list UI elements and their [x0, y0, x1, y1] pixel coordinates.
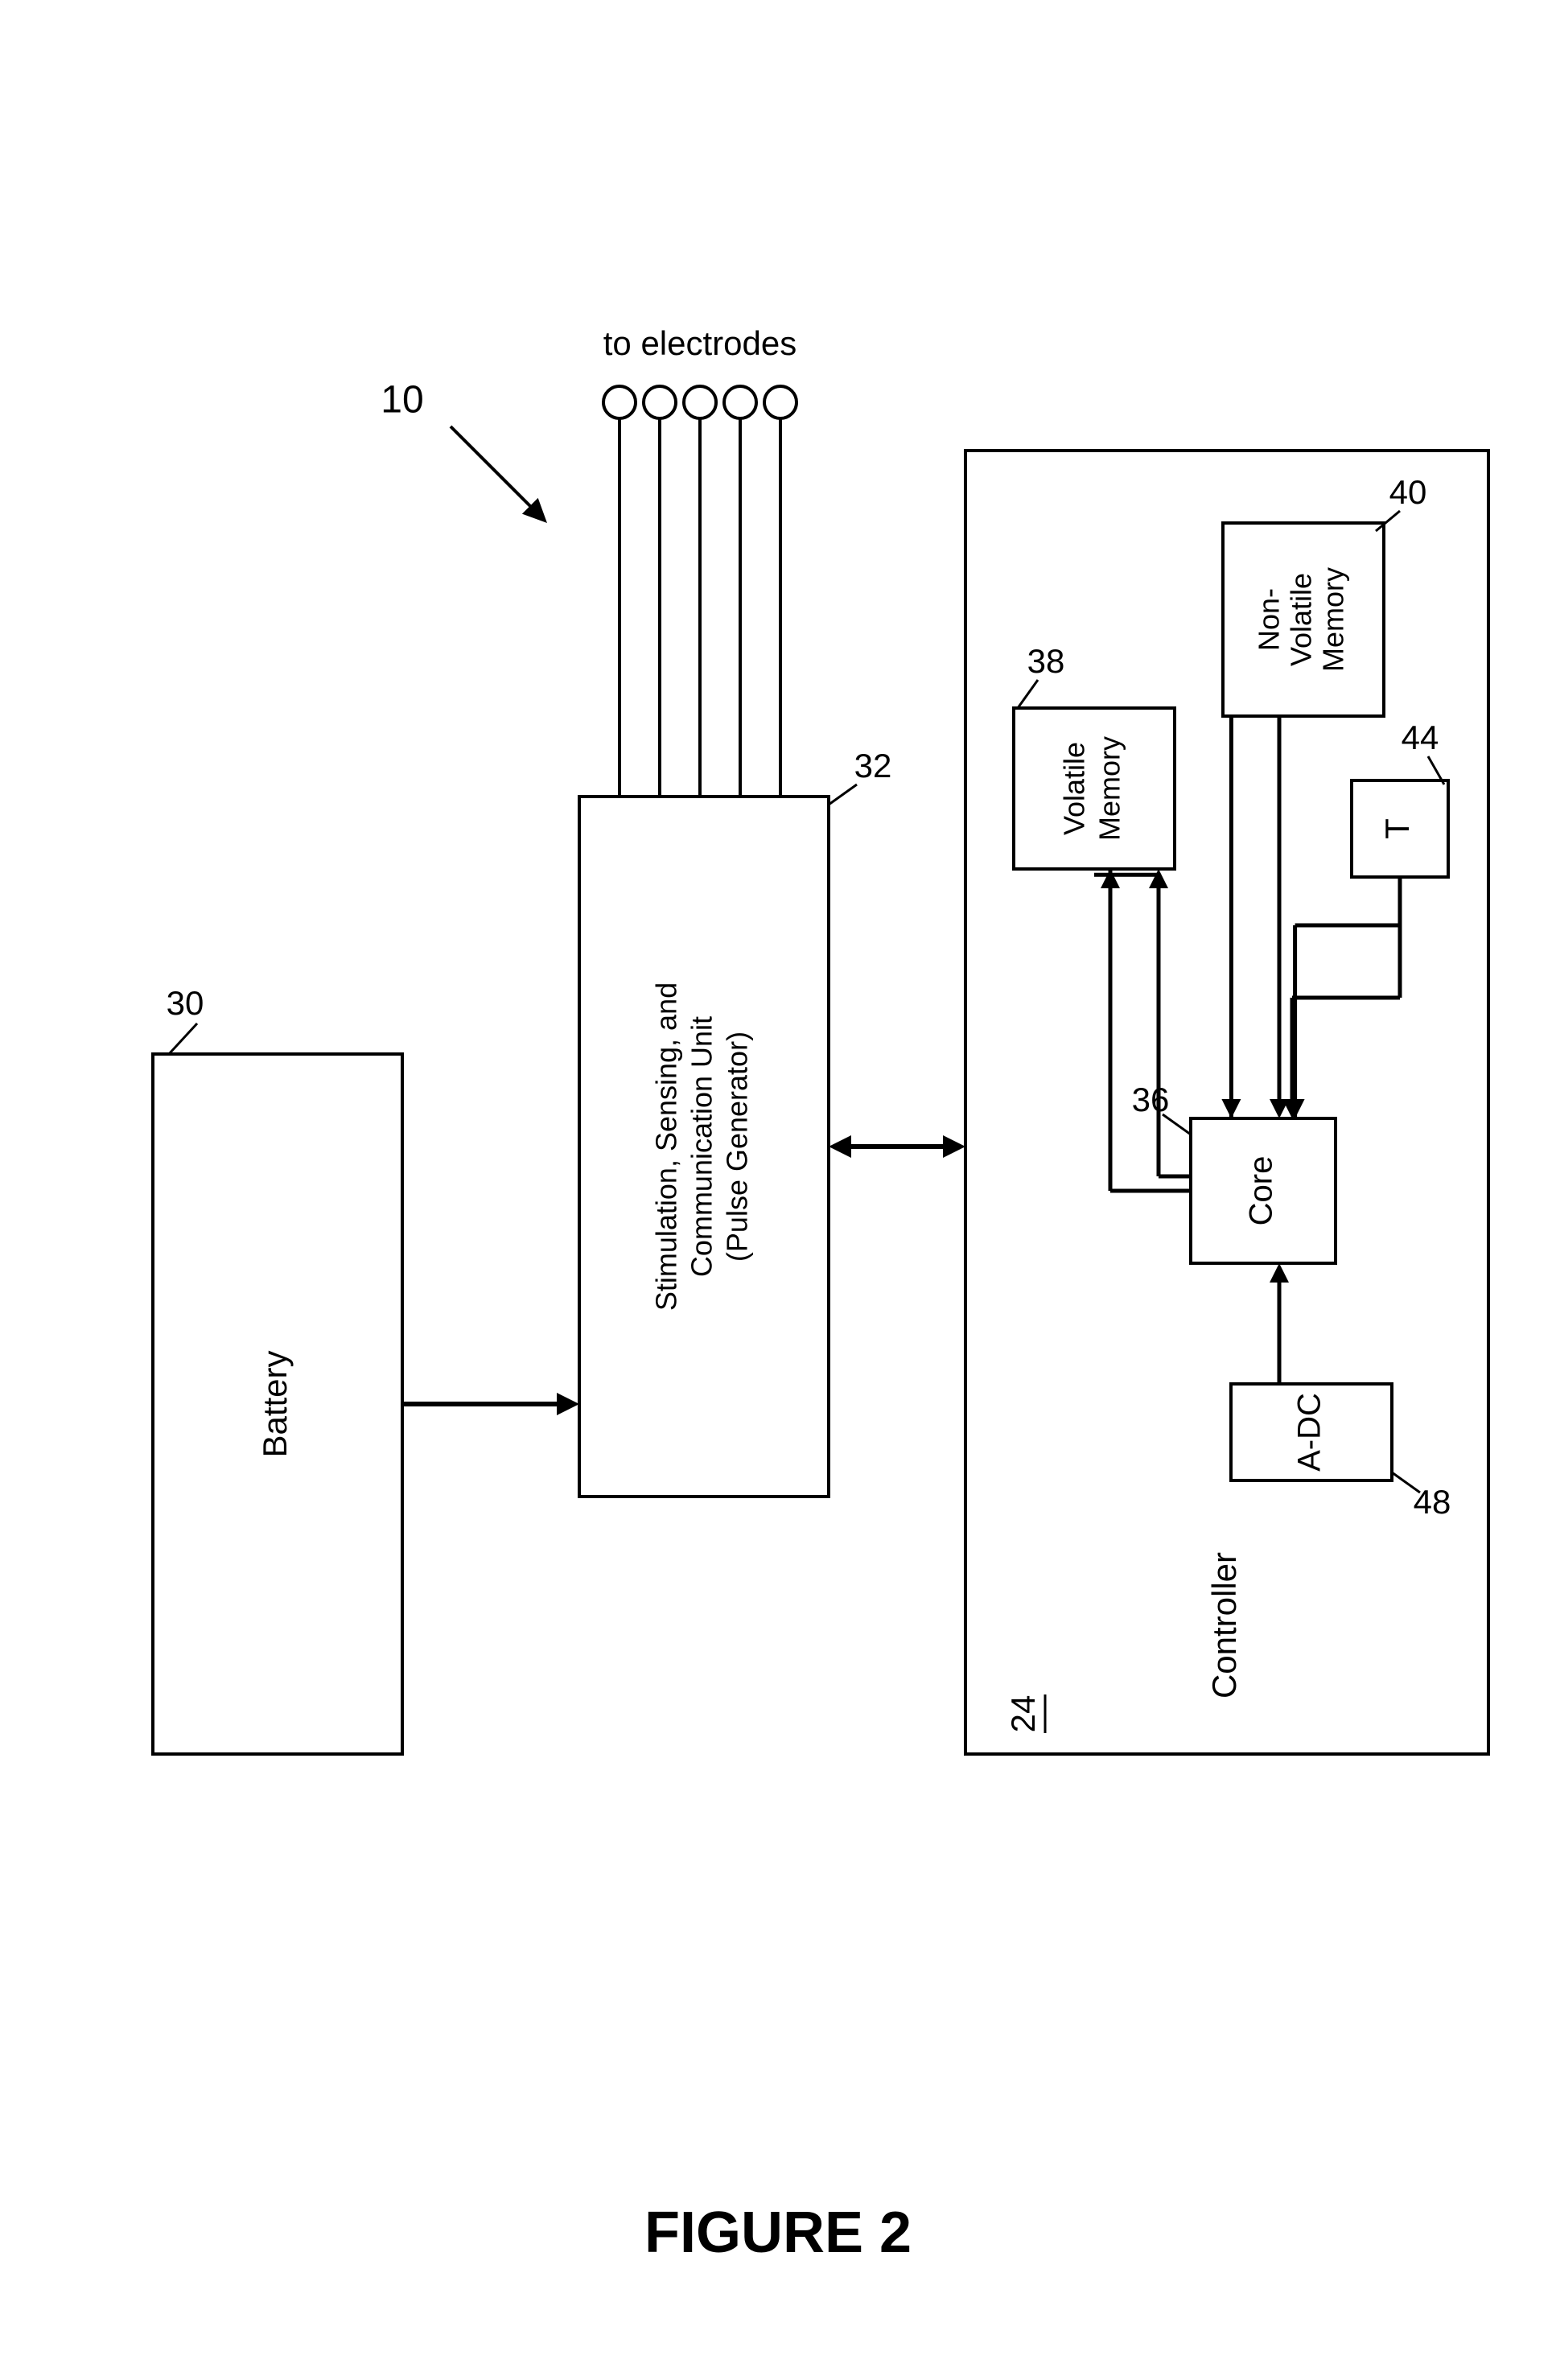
svg-text:30: 30	[167, 984, 204, 1022]
svg-text:Controller: Controller	[1205, 1552, 1243, 1699]
svg-text:T: T	[1378, 818, 1416, 839]
svg-text:Volatile: Volatile	[1058, 742, 1091, 835]
svg-text:44: 44	[1402, 719, 1439, 756]
pulse-gen-label: Communication Unit	[685, 1016, 718, 1277]
pulse-gen-label: (Pulse Generator)	[721, 1031, 754, 1262]
svg-text:32: 32	[854, 747, 892, 784]
svg-text:40: 40	[1389, 473, 1427, 511]
pulse-gen-label: Stimulation, Sensing, and	[650, 982, 683, 1311]
svg-text:Memory: Memory	[1317, 567, 1350, 672]
svg-text:48: 48	[1414, 1483, 1451, 1521]
svg-text:36: 36	[1132, 1081, 1170, 1118]
svg-text:Volatile: Volatile	[1285, 573, 1318, 666]
svg-text:to electrodes: to electrodes	[603, 324, 797, 362]
svg-text:Core: Core	[1244, 1156, 1279, 1226]
svg-text:10: 10	[381, 379, 423, 422]
svg-text:24: 24	[1004, 1695, 1042, 1733]
svg-text:Battery: Battery	[256, 1350, 294, 1457]
svg-text:38: 38	[1027, 642, 1065, 680]
svg-text:Non-: Non-	[1253, 588, 1286, 651]
svg-text:FIGURE 2: FIGURE 2	[644, 2201, 912, 2265]
svg-text:Memory: Memory	[1093, 736, 1126, 841]
svg-text:A-DC: A-DC	[1292, 1393, 1328, 1472]
